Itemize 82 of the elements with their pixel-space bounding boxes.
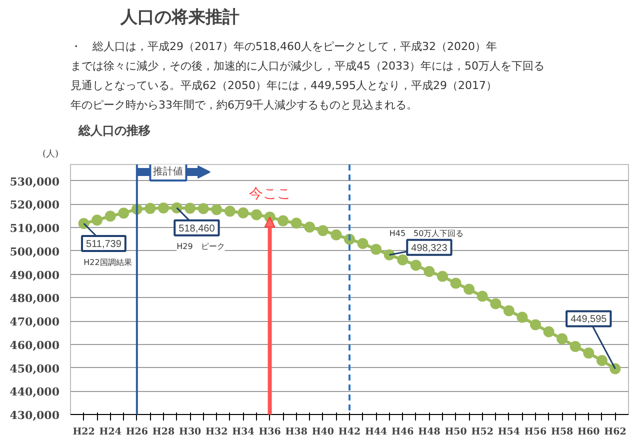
y-tick-label: 450,000 — [10, 362, 60, 376]
chart-title: 人口の将来推計 — [120, 8, 240, 28]
annotation: H29 ピーク — [176, 242, 225, 252]
point — [410, 260, 422, 271]
x-tick-label: H48 — [418, 426, 441, 438]
point — [397, 254, 408, 266]
x-tick-label: H42 — [338, 426, 361, 438]
data-label: 518,460 — [178, 223, 216, 234]
y-axis-title: (人) — [42, 148, 59, 160]
point — [490, 298, 502, 310]
point — [424, 266, 435, 277]
annotation: H45 50万人下回る — [389, 229, 464, 238]
point — [158, 202, 169, 214]
chart-subtitle: ・ 総人口は，平成29（2017）年の518,460人をピークとして，平成32（2020）年までは徐々に減少，その後，加速的に人口が減少し，平成45（2033）年には，50万人を下回る見通しとなっている。平成62（2050）年には，449,595人となり，平成29（2017）年のピーク時から33年間で，約6万9千人減少するものと見込まれる。 — [70, 40, 544, 112]
x-tick-label: H22 — [72, 426, 95, 438]
point — [610, 363, 621, 374]
point — [583, 348, 594, 359]
x-tick-label: H34 — [232, 426, 255, 438]
text: 総人口の推移 — [78, 124, 150, 138]
y-tick-label: 500,000 — [10, 245, 60, 258]
point — [530, 319, 541, 330]
x-tick-label: H62 — [604, 426, 626, 438]
point — [437, 270, 448, 282]
x-tick-label: H52 — [471, 426, 494, 438]
x-tick-label: H44 — [364, 426, 388, 438]
y-tick-label: 490,000 — [10, 268, 60, 282]
y-tick-label: 460,000 — [10, 338, 60, 352]
point — [543, 326, 554, 338]
point — [503, 305, 514, 316]
point — [516, 312, 528, 323]
y-tick-label: 510,000 — [10, 222, 60, 236]
point — [92, 214, 103, 226]
point — [596, 355, 608, 366]
x-tick-label: H46 — [392, 426, 414, 438]
point — [357, 238, 368, 249]
point — [464, 284, 475, 295]
point — [78, 218, 90, 230]
x-tick-label: H60 — [578, 426, 600, 438]
point — [118, 208, 130, 219]
x-tick-label: H54 — [498, 426, 520, 438]
annotation: H22国調結果 — [84, 258, 132, 267]
point — [370, 244, 382, 255]
x-tick-label: H26 — [126, 426, 148, 438]
point — [144, 202, 156, 214]
point — [198, 203, 209, 214]
y-tick-label: 520,000 — [10, 198, 60, 212]
point — [211, 204, 222, 216]
point — [570, 341, 581, 352]
point — [384, 249, 395, 260]
point — [317, 225, 328, 236]
y-tick-label: 440,000 — [10, 386, 60, 399]
x-tick-label: H40 — [312, 426, 334, 438]
x-tick-label: H58 — [550, 426, 574, 438]
data-label: 511,739 — [86, 239, 122, 250]
y-tick-label: 530,000 — [10, 175, 60, 188]
x-tick-label: H36 — [258, 426, 282, 438]
x-tick-label: H32 — [206, 426, 228, 438]
point — [556, 333, 568, 344]
point — [104, 210, 116, 222]
ref-line-label: 推計値 — [153, 166, 184, 178]
x-tick-label: H56 — [524, 426, 547, 438]
data-label: 449,595 — [570, 314, 608, 326]
x-tick-label: H24 — [99, 426, 122, 438]
annotation: 今ここ — [248, 186, 291, 202]
point — [184, 202, 196, 214]
point — [238, 207, 249, 218]
y-tick-label: 480,000 — [10, 292, 60, 306]
point — [251, 209, 262, 220]
point — [304, 222, 316, 233]
point — [330, 229, 342, 240]
point — [450, 278, 462, 289]
x-tick-label: H38 — [285, 426, 308, 438]
point — [224, 206, 236, 217]
y-tick-label: 470,000 — [10, 316, 60, 329]
point — [290, 218, 302, 229]
point — [278, 215, 289, 226]
x-tick-label: H28 — [152, 426, 175, 438]
y-tick-label: 430,000 — [10, 409, 60, 422]
x-tick-label: H50 — [444, 426, 468, 438]
x-tick-label: H30 — [178, 426, 202, 438]
data-label: 498,323 — [411, 242, 448, 254]
point — [476, 290, 488, 302]
